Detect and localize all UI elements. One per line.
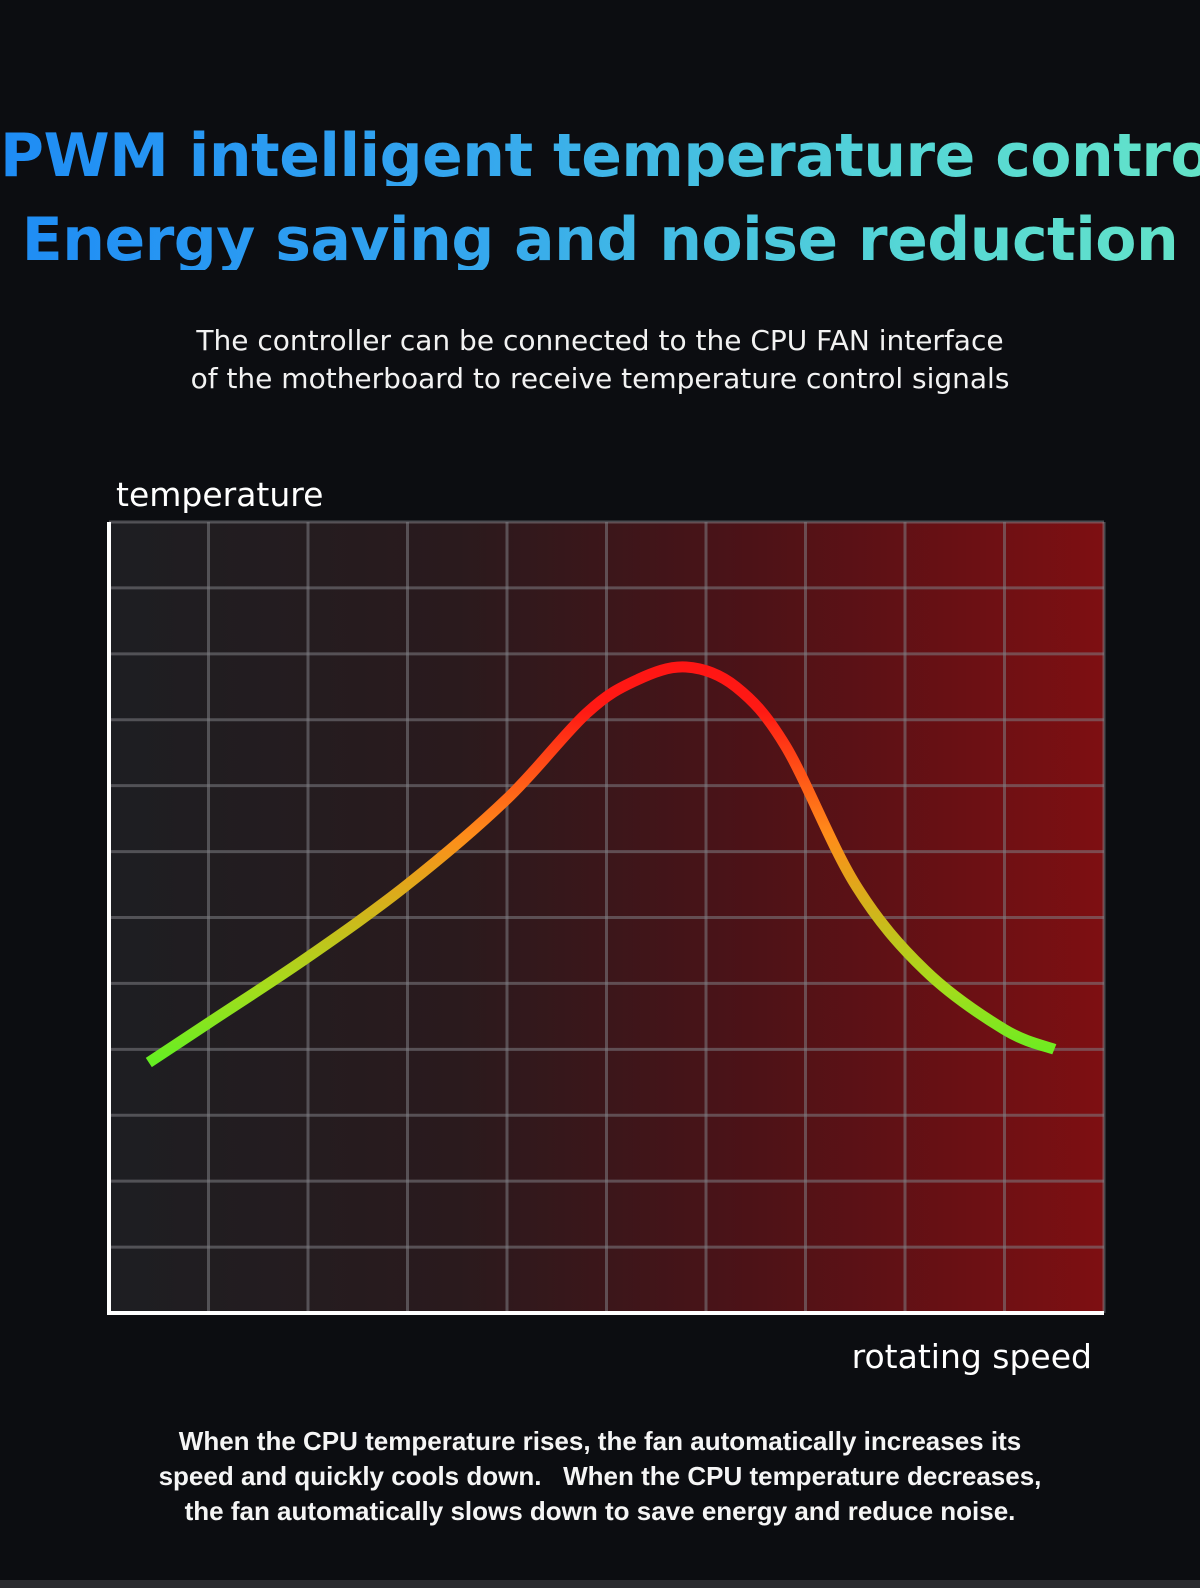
horizontal-gridlines	[109, 520, 1104, 1249]
caption-line-2: speed and quickly cools down. When the C…	[158, 1461, 1042, 1491]
temperature-curve	[145, 661, 1057, 1068]
subtitle-line-2: of the motherboard to receive temperatur…	[190, 362, 1010, 395]
caption-line-1: When the CPU temperature rises, the fan …	[178, 1426, 1022, 1456]
page-title-line-2: Energy saving and noise reduction	[0, 210, 1200, 270]
y-axis-label: temperature	[116, 475, 324, 514]
bottom-border-strip	[0, 1580, 1200, 1588]
x-axis-label: rotating speed	[851, 1337, 1092, 1376]
page-title-line-1: PWM intelligent temperature control	[0, 121, 1200, 191]
subtitle-line-1: The controller can be connected to the C…	[196, 324, 1004, 357]
caption-line-3: the fan automatically slows down to save…	[184, 1496, 1016, 1526]
